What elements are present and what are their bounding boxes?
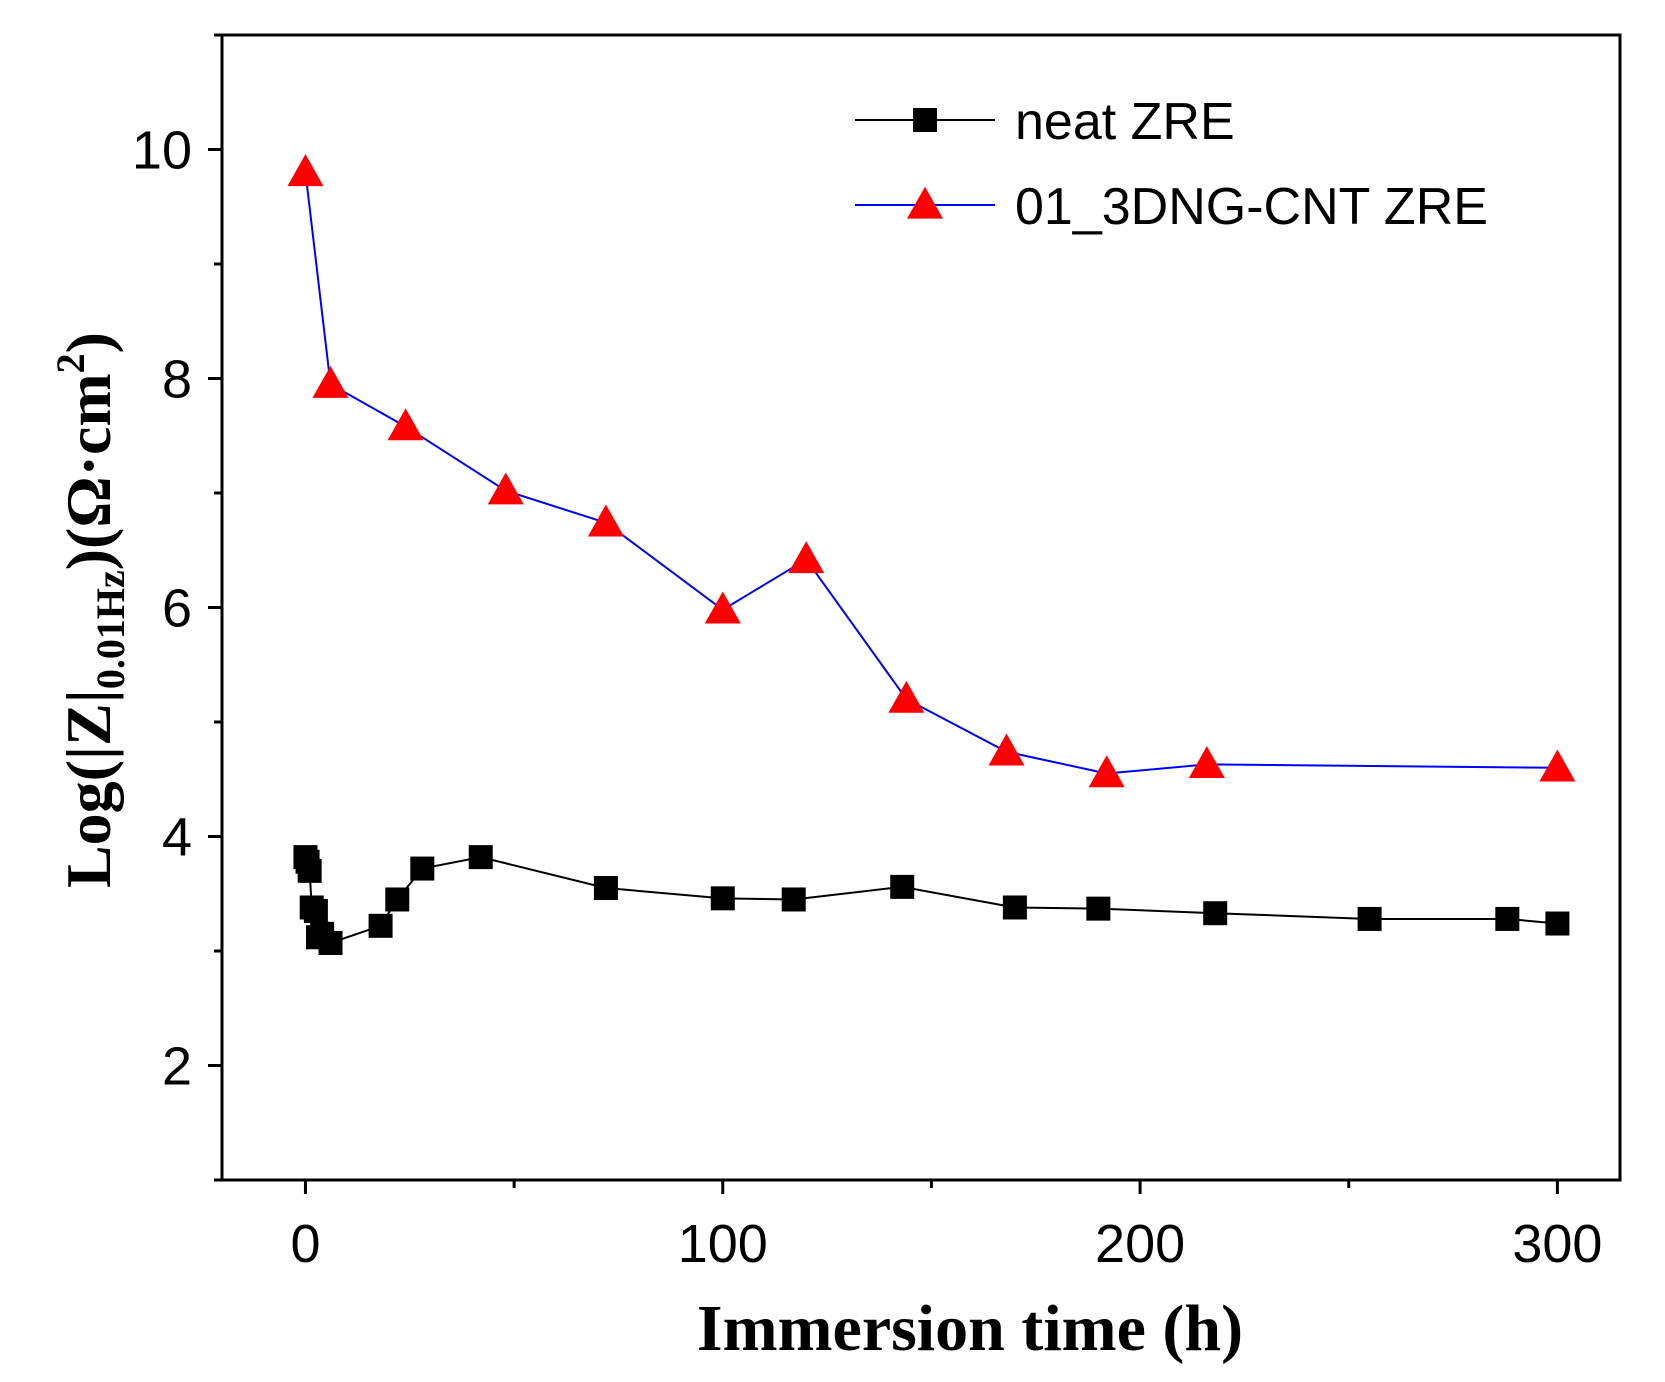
data-point — [1495, 906, 1520, 931]
data-point — [710, 886, 735, 911]
y-tick-label: 2 — [162, 1037, 192, 1097]
data-point — [1086, 896, 1111, 921]
x-tick-label: 100 — [678, 1214, 768, 1274]
y-axis-title-subscript: 0.01Hz — [88, 570, 133, 689]
data-point — [1188, 746, 1225, 779]
series-3dng-cnt-zre — [287, 154, 1576, 788]
data-point — [890, 874, 915, 899]
data-point — [988, 733, 1025, 766]
data-point — [704, 591, 741, 624]
axes: 0 100 200 300 2 4 6 8 10 — [132, 33, 1622, 1274]
series-neat-zre — [293, 845, 1570, 955]
legend-marker — [907, 186, 943, 219]
data-point — [385, 887, 410, 912]
y-tick-label: 4 — [162, 808, 192, 868]
y-tick-label: 6 — [162, 579, 192, 639]
series-line — [304, 172, 1558, 775]
y-axis-title: Log(|Z|0.01Hz)(Ω·cm2) — [48, 332, 133, 888]
data-point — [587, 504, 624, 537]
y-axis-title-middle: )(Ω·cm — [53, 373, 124, 570]
data-point — [1539, 749, 1576, 782]
data-point — [368, 913, 393, 938]
x-axis-title: Immersion time (h) — [697, 1292, 1243, 1365]
x-tick-label: 0 — [290, 1214, 320, 1274]
data-point — [781, 887, 806, 912]
legend-marker — [913, 108, 937, 132]
x-tick-label: 200 — [1095, 1214, 1185, 1274]
data-point — [312, 365, 349, 398]
data-point — [1002, 895, 1027, 920]
x-tick-label: 300 — [1512, 1214, 1602, 1274]
data-point — [318, 930, 343, 955]
plot-series — [287, 154, 1576, 955]
data-point — [468, 845, 493, 870]
legend-label: 01_3DNG-CNT ZRE — [1015, 178, 1488, 236]
data-point — [297, 858, 322, 883]
data-point — [788, 541, 825, 574]
data-point — [1357, 906, 1382, 931]
data-point — [1545, 911, 1570, 936]
y-tick-label: 10 — [132, 121, 192, 181]
y-axis-title-suffix: ) — [53, 332, 124, 353]
data-point — [303, 898, 328, 923]
y-axis-title-superscript: 2 — [48, 353, 93, 373]
data-point — [593, 876, 618, 901]
legend-label: neat ZRE — [1015, 93, 1235, 151]
data-point — [1088, 755, 1125, 788]
legend: neat ZRE 01_3DNG-CNT ZRE — [855, 93, 1488, 236]
data-point — [1203, 901, 1228, 926]
data-point — [410, 856, 435, 881]
y-tick-label: 8 — [162, 350, 192, 410]
data-point — [888, 680, 925, 713]
y-axis-title-prefix: Log(|Z| — [53, 689, 124, 888]
data-point — [287, 154, 324, 187]
data-point — [387, 408, 424, 441]
data-point — [487, 472, 524, 505]
